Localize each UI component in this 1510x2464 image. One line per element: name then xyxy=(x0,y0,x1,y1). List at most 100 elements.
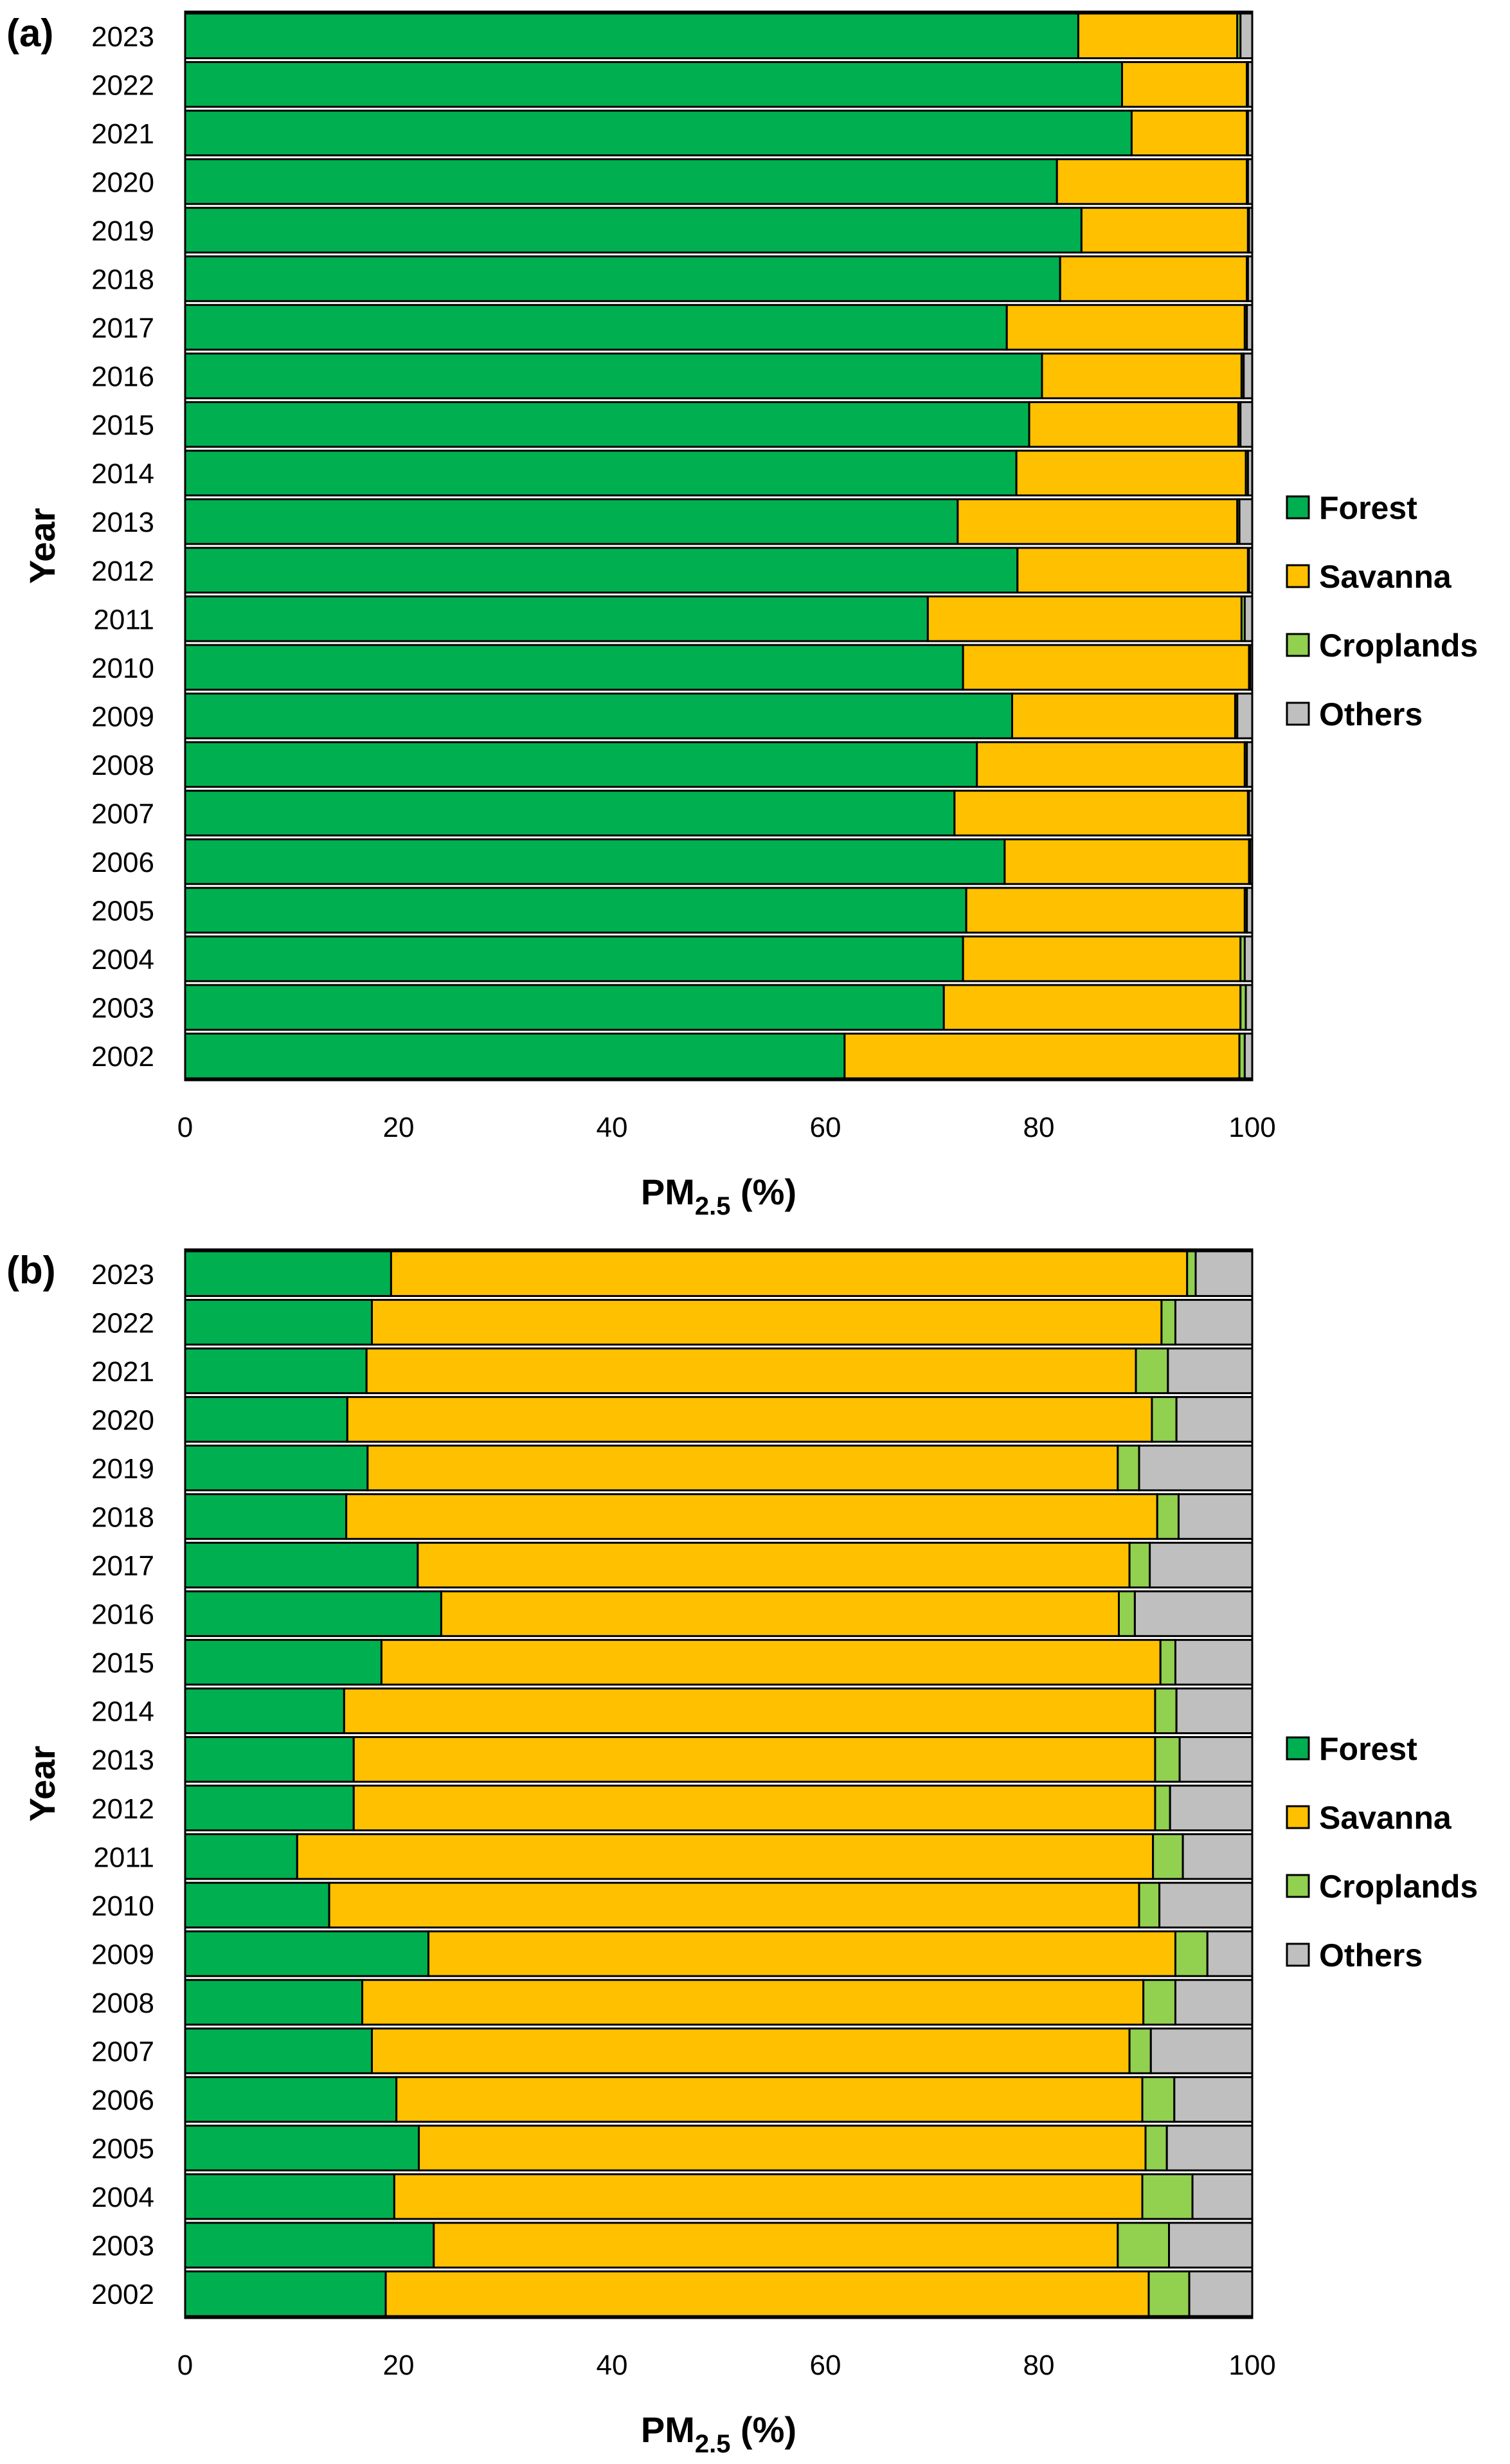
bar-a-2011-forest xyxy=(184,595,929,642)
bar-b-2011-others xyxy=(1182,1833,1254,1880)
year-label-a-2018: 2018 xyxy=(91,264,154,296)
panel-b-x-axis-title: PM2.5 (%) xyxy=(641,2409,796,2458)
bar-b-2005-forest xyxy=(184,2124,420,2171)
bar-a-2022-savanna xyxy=(1120,61,1248,108)
bar-a-2011-others xyxy=(1243,595,1254,642)
legend-label-b-forest: Forest xyxy=(1319,1731,1417,1767)
panel-label-b: (b) xyxy=(6,1249,56,1292)
bar-a-2006-forest xyxy=(184,838,1006,885)
bar-b-2008-croplands xyxy=(1142,1979,1176,2026)
year-label-a-2010: 2010 xyxy=(91,653,154,684)
bar-a-2008-savanna xyxy=(976,741,1246,788)
bar-a-2015-forest xyxy=(184,401,1030,448)
bar-a-2017-savanna xyxy=(1005,303,1246,351)
year-label-a-2019: 2019 xyxy=(91,215,154,247)
bar-b-2005-others xyxy=(1165,2124,1254,2171)
bar-a-2022-forest xyxy=(184,61,1123,108)
bar-a-2009-others xyxy=(1236,693,1254,739)
bar-b-2013-others xyxy=(1178,1735,1254,1783)
year-label-a-2021: 2021 xyxy=(91,118,154,150)
bar-b-2006-croplands xyxy=(1141,2076,1176,2123)
bar-b-2018-forest xyxy=(184,1493,348,1540)
bar-b-2007-others xyxy=(1149,2027,1254,2074)
panel-a-x-axis-title: PM2.5 (%) xyxy=(641,1172,796,1220)
bar-b-2010-others xyxy=(1158,1881,1254,1929)
bar-b-2020-savanna xyxy=(346,1396,1153,1443)
bar-b-2017-others xyxy=(1149,1541,1254,1589)
year-label-a-2003: 2003 xyxy=(91,993,154,1024)
legend-swatch-b-others xyxy=(1286,1943,1310,1967)
bar-b-2022-savanna xyxy=(371,1299,1163,1346)
bar-b-2017-forest xyxy=(184,1541,419,1589)
bar-b-2007-forest xyxy=(184,2027,373,2074)
year-label-a-2020: 2020 xyxy=(91,167,154,198)
bar-b-2003-forest xyxy=(184,2222,435,2269)
x-tick-b-80: 80 xyxy=(1023,2350,1055,2381)
bar-a-2008-forest xyxy=(184,741,978,788)
bar-a-2012-forest xyxy=(184,547,1019,594)
bar-b-2015-forest xyxy=(184,1638,382,1686)
bar-b-2022-croplands xyxy=(1160,1299,1176,1346)
year-label-b-2018: 2018 xyxy=(91,1502,154,1534)
bar-b-2018-savanna xyxy=(345,1493,1158,1540)
year-label-a-2011: 2011 xyxy=(93,604,154,635)
panel-b-x-axis-title-main: PM xyxy=(641,2409,695,2450)
year-label-b-2016: 2016 xyxy=(91,1599,154,1631)
bar-b-2021-savanna xyxy=(365,1347,1137,1395)
bar-b-2010-savanna xyxy=(328,1881,1140,1929)
bar-a-2011-savanna xyxy=(926,595,1243,642)
bar-b-2019-forest xyxy=(184,1444,369,1492)
x-tick-a-0: 0 xyxy=(177,1112,193,1143)
bar-b-2012-forest xyxy=(184,1784,355,1832)
bar-b-2023-forest xyxy=(184,1250,392,1298)
year-label-a-2017: 2017 xyxy=(91,313,154,344)
bar-b-2009-others xyxy=(1206,1930,1254,1977)
bar-b-2023-savanna xyxy=(390,1250,1189,1298)
bar-a-2013-savanna xyxy=(957,498,1239,545)
legend-label-a-savanna: Savanna xyxy=(1319,559,1452,595)
bar-b-2023-croplands xyxy=(1186,1250,1197,1298)
bar-a-2013-others xyxy=(1238,498,1254,545)
bar-a-2016-forest xyxy=(184,352,1043,399)
bar-b-2010-croplands xyxy=(1138,1881,1161,1929)
panel-b-x-axis-title-subscript: 2.5 xyxy=(695,2430,731,2458)
legend-swatch-b-forest xyxy=(1286,1736,1310,1761)
year-label-a-2023: 2023 xyxy=(91,21,154,53)
bar-a-2009-savanna xyxy=(1011,693,1236,739)
bar-b-2014-savanna xyxy=(343,1687,1156,1734)
year-label-b-2010: 2010 xyxy=(91,1890,154,1922)
x-tick-b-100: 100 xyxy=(1228,2350,1275,2381)
year-label-b-2013: 2013 xyxy=(91,1744,154,1776)
bar-a-2009-forest xyxy=(184,693,1013,739)
x-tick-a-80: 80 xyxy=(1023,1112,1055,1143)
bar-b-2021-croplands xyxy=(1135,1347,1169,1395)
legend-label-b-others: Others xyxy=(1319,1937,1423,1973)
bar-b-2015-savanna xyxy=(380,1638,1162,1686)
bar-a-2020-forest xyxy=(184,158,1058,205)
panel-b-bars xyxy=(184,1250,1254,2317)
year-label-b-2002: 2002 xyxy=(91,2279,154,2310)
bar-b-2005-croplands xyxy=(1144,2124,1168,2171)
year-label-b-2009: 2009 xyxy=(91,1939,154,1970)
panel-a-plot-frame xyxy=(184,10,1254,1082)
bar-a-2018-forest xyxy=(184,255,1061,302)
year-label-a-2012: 2012 xyxy=(91,556,154,587)
bar-b-2018-croplands xyxy=(1156,1493,1180,1540)
bar-b-2016-forest xyxy=(184,1590,442,1637)
bar-b-2012-croplands xyxy=(1154,1784,1171,1832)
year-label-b-2017: 2017 xyxy=(91,1550,154,1582)
panel-b-y-axis-title: Year xyxy=(22,1746,62,1822)
panel-b-year-labels: 2023 2022 2021 2020 2019 2018 2017 2016 2015 2014… xyxy=(91,1259,154,2310)
bar-b-2020-others xyxy=(1175,1396,1254,1443)
bar-a-2010-forest xyxy=(184,644,964,691)
legend-swatch-a-others xyxy=(1286,702,1310,726)
x-tick-b-20: 20 xyxy=(383,2350,415,2381)
bar-b-2008-others xyxy=(1174,1979,1254,2026)
year-label-b-2015: 2015 xyxy=(91,1647,154,1679)
bar-b-2022-forest xyxy=(184,1299,373,1346)
year-label-b-2004: 2004 xyxy=(91,2182,154,2213)
bar-b-2004-others xyxy=(1191,2173,1254,2220)
legend-label-a-croplands: Croplands xyxy=(1319,628,1478,664)
bar-b-2003-croplands xyxy=(1117,2222,1171,2269)
bar-a-2017-forest xyxy=(184,303,1008,351)
